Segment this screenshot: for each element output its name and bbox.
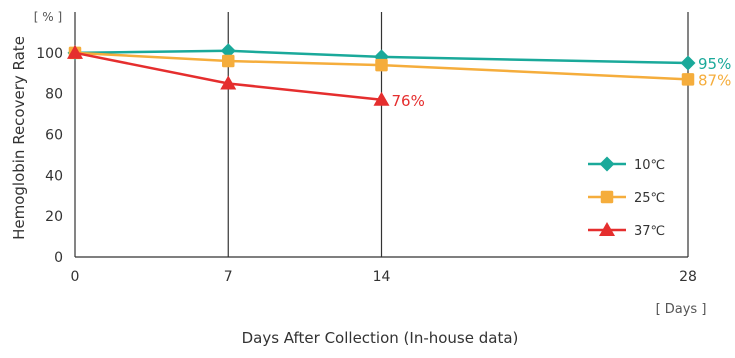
- y-tick-label: 0: [54, 250, 63, 266]
- legend-label: 37℃: [634, 224, 665, 239]
- legend-label: 25℃: [634, 191, 665, 206]
- legend-item: 37℃: [588, 222, 665, 239]
- legend-marker: [599, 222, 615, 236]
- data-point: [220, 75, 237, 90]
- end-label: 95%: [698, 55, 731, 73]
- legend-item: 25℃: [588, 190, 665, 206]
- x-tick-labels: 0 7 14 28: [71, 269, 697, 285]
- grid: [227, 12, 689, 257]
- y-tick-label: 20: [45, 209, 63, 225]
- x-unit-label: [ Days ]: [656, 302, 707, 317]
- data-point: [220, 43, 236, 59]
- x-axis-title: Days After Collection (In-house data): [242, 329, 519, 347]
- data-point: [373, 91, 390, 106]
- legend-marker: [599, 156, 615, 172]
- end-label: 87%: [698, 71, 731, 89]
- data-point: [681, 73, 695, 86]
- x-tick-label: 28: [679, 269, 697, 285]
- series: [67, 43, 696, 106]
- y-tick-label: 80: [45, 87, 63, 103]
- end-label: 76%: [392, 92, 425, 110]
- x-tick-label: 14: [373, 269, 391, 285]
- series-line: [74, 49, 689, 65]
- legend-marker: [600, 190, 614, 204]
- y-unit-label: [ % ]: [34, 10, 62, 24]
- end-labels: 95%87% 76%: [392, 55, 732, 110]
- y-axis-title: Hemoglobin Recovery Rate: [10, 36, 28, 240]
- data-point: [375, 58, 388, 72]
- data-point: [680, 55, 696, 71]
- data-point: [67, 44, 83, 59]
- y-tick-label: 40: [45, 168, 63, 184]
- x-tick-label: 0: [71, 269, 80, 285]
- legend-item: 10℃: [588, 156, 665, 173]
- legend: 10℃ 25℃ 37℃: [588, 156, 665, 239]
- y-tick-label: 100: [36, 46, 63, 62]
- legend-label: 10℃: [634, 158, 665, 173]
- series-triangle: [67, 44, 390, 106]
- y-tick-label: 60: [45, 128, 63, 144]
- data-point: [222, 54, 235, 68]
- series-line: [74, 51, 689, 81]
- y-tick-labels: 0 20 40 60 80 100: [36, 46, 63, 266]
- x-tick-label: 7: [224, 269, 233, 285]
